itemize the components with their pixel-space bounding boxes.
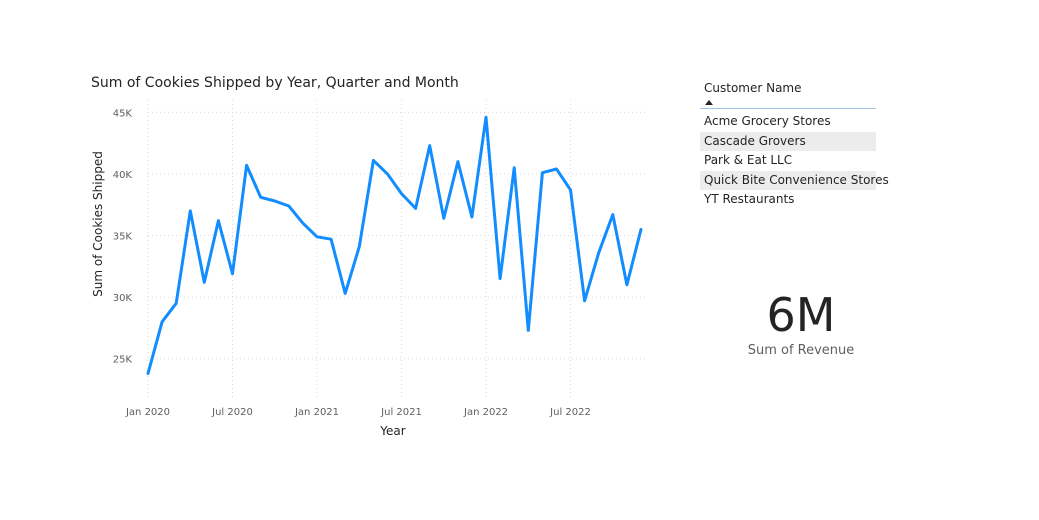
data-point[interactable]: [356, 244, 362, 250]
x-tick-label: Jul 2020: [211, 407, 253, 418]
data-point[interactable]: [582, 298, 588, 304]
slicer-item[interactable]: Cascade Grovers: [700, 131, 876, 151]
y-tick-label: 30K: [113, 293, 133, 304]
data-point[interactable]: [539, 170, 545, 176]
revenue-card[interactable]: 6M Sum of Revenue: [720, 285, 882, 358]
data-point[interactable]: [455, 159, 461, 165]
customer-name-slicer[interactable]: Customer Name Acme Grocery Stores Cascad…: [700, 78, 889, 210]
x-tick-label: Jan 2021: [294, 407, 339, 418]
data-point[interactable]: [258, 194, 264, 200]
data-point[interactable]: [399, 191, 405, 197]
data-point[interactable]: [384, 171, 390, 177]
sort-ascending-icon[interactable]: [705, 100, 713, 105]
data-point[interactable]: [244, 162, 250, 168]
slicer-item[interactable]: Quick Bite Convenience Stores: [700, 170, 889, 190]
y-tick-label: 45K: [113, 108, 133, 119]
x-tick-label: Jan 2020: [125, 407, 170, 418]
data-point[interactable]: [145, 371, 151, 377]
data-point[interactable]: [272, 198, 278, 204]
y-axis-title: Sum of Cookies Shipped: [91, 151, 105, 297]
data-point[interactable]: [314, 234, 320, 240]
slicer-item[interactable]: Park & Eat LLC: [704, 153, 793, 167]
line-chart-svg[interactable]: 25K 30K 35K 40K 45K Jan 2020 Jul 2020 Jan 2021…: [80, 70, 660, 450]
data-points: [145, 114, 644, 376]
slicer-item[interactable]: YT Restaurants: [704, 192, 795, 206]
x-axis-ticks: Jan 2020 Jul 2020 Jan 2021 Jul 2021 Jan 2022…: [125, 407, 591, 418]
slicer-list: Acme Grocery Stores Cascade Grovers Park…: [700, 112, 889, 210]
x-tick-label: Jan 2022: [463, 407, 508, 418]
line-chart-visual[interactable]: 25K 30K 35K 40K 45K Jan 2020 Jul 2020 Jan 2021…: [80, 70, 660, 450]
data-point[interactable]: [427, 143, 433, 149]
slicer-sort-bar[interactable]: [700, 98, 876, 109]
data-point[interactable]: [328, 236, 334, 242]
y-tick-label: 35K: [113, 232, 133, 243]
data-point[interactable]: [511, 165, 517, 171]
data-point[interactable]: [610, 212, 616, 218]
data-point[interactable]: [554, 166, 560, 172]
data-point[interactable]: [596, 250, 602, 256]
x-tick-label: Jul 2022: [549, 407, 591, 418]
y-tick-label: 25K: [113, 355, 133, 366]
card-value: 6M: [766, 288, 836, 342]
data-point[interactable]: [370, 157, 376, 163]
data-point[interactable]: [230, 271, 236, 277]
y-tick-label: 40K: [113, 170, 133, 181]
data-point[interactable]: [187, 208, 193, 214]
data-point[interactable]: [215, 218, 221, 224]
data-point[interactable]: [483, 114, 489, 120]
x-axis-title: Year: [379, 424, 405, 438]
gridlines: [147, 100, 648, 398]
data-point[interactable]: [469, 214, 475, 220]
data-point[interactable]: [441, 215, 447, 221]
y-axis-ticks: 25K 30K 35K 40K 45K: [113, 108, 133, 365]
data-point[interactable]: [638, 226, 644, 232]
slicer-item[interactable]: Acme Grocery Stores: [704, 114, 831, 128]
chart-title: Sum of Cookies Shipped by Year, Quarter …: [91, 75, 459, 91]
data-point[interactable]: [624, 282, 630, 288]
data-point[interactable]: [525, 327, 531, 333]
data-point[interactable]: [201, 279, 207, 285]
data-point[interactable]: [342, 290, 348, 296]
data-point[interactable]: [286, 203, 292, 209]
slicer-header: Customer Name: [704, 81, 802, 95]
data-point[interactable]: [159, 319, 165, 325]
series-line[interactable]: [146, 115, 643, 375]
data-point[interactable]: [568, 187, 574, 193]
data-point[interactable]: [173, 300, 179, 306]
data-point[interactable]: [497, 276, 503, 282]
x-tick-label: Jul 2021: [380, 407, 422, 418]
data-point[interactable]: [300, 220, 306, 226]
data-point[interactable]: [413, 205, 419, 211]
card-label: Sum of Revenue: [747, 343, 855, 358]
